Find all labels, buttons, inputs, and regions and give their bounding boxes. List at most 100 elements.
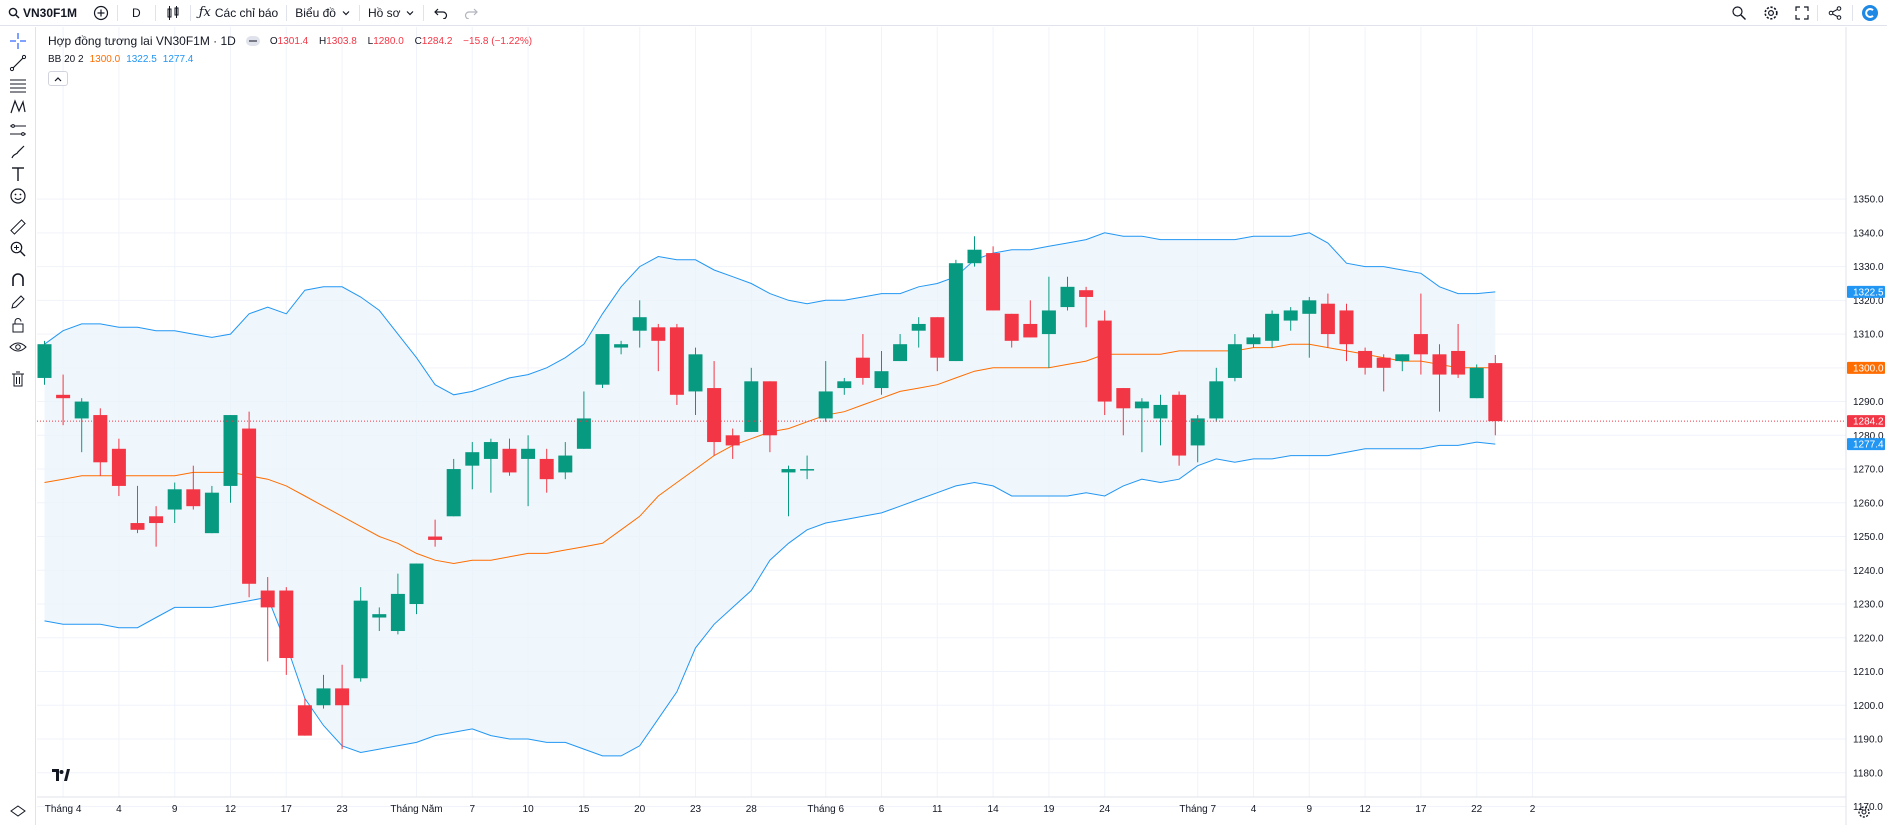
candle-body xyxy=(837,381,852,389)
candle-body xyxy=(911,323,926,331)
time-tick-label: 2 xyxy=(1530,804,1536,815)
compare-button[interactable] xyxy=(85,0,117,26)
candle xyxy=(1190,415,1205,463)
pattern-tool[interactable] xyxy=(8,97,28,117)
magnet-tool[interactable] xyxy=(8,270,28,290)
smiley-icon xyxy=(10,188,26,204)
plus-circle-icon xyxy=(93,5,109,20)
candle xyxy=(967,236,982,267)
candle-body xyxy=(1302,300,1317,314)
candle xyxy=(1413,293,1428,375)
candle xyxy=(1246,334,1261,348)
candle-body xyxy=(893,344,908,362)
redo-icon xyxy=(465,8,479,19)
indicators-button[interactable]: ƒx Các chỉ báo xyxy=(191,0,287,26)
quick-search-button[interactable] xyxy=(1723,0,1755,26)
candle-body xyxy=(595,334,610,385)
candle xyxy=(1358,347,1373,375)
candle-body xyxy=(297,705,312,736)
text-tool[interactable] xyxy=(8,164,28,184)
toolbar-divider xyxy=(117,4,119,21)
last-price-tag: 1284.2 xyxy=(1853,417,1884,428)
share-button[interactable] xyxy=(1818,0,1852,26)
object-tree-tool[interactable] xyxy=(8,802,28,822)
price-tick-label: 1180.0 xyxy=(1853,768,1883,779)
goto-settings-button[interactable] xyxy=(1857,805,1871,824)
zoom-tool[interactable] xyxy=(8,239,28,259)
chart-style-button[interactable] xyxy=(156,0,190,26)
candle xyxy=(297,698,312,736)
candle-body xyxy=(335,688,350,706)
candle xyxy=(632,300,647,348)
time-tick-label: 22 xyxy=(1471,804,1483,815)
legend-collapse-button[interactable] xyxy=(48,71,68,86)
prediction-tool[interactable] xyxy=(8,120,28,140)
ruler-lines-icon xyxy=(10,124,26,136)
time-tick-label: 4 xyxy=(1251,804,1257,815)
candle-body xyxy=(465,452,480,466)
gear-icon xyxy=(1764,6,1778,20)
candle-body xyxy=(409,563,424,605)
candle-body xyxy=(744,381,759,432)
stay-in-drawing-tool[interactable] xyxy=(8,292,28,312)
candle-body xyxy=(260,590,275,608)
legend-open: O1301.4 xyxy=(269,35,309,47)
candle xyxy=(1227,334,1242,382)
legend-options-button[interactable] xyxy=(245,36,260,46)
interval-button[interactable]: D xyxy=(118,0,155,26)
chart-legend: Hợp đồng tương lai VN30F1M · 1D O1301.4 … xyxy=(48,34,536,48)
candle-body xyxy=(1190,418,1205,446)
indicator-legend[interactable]: BB 20 2 1300.0 1322.5 1277.4 xyxy=(48,54,193,65)
fib-tool[interactable] xyxy=(8,75,28,95)
emoji-tool[interactable] xyxy=(8,186,28,206)
gear-icon xyxy=(1858,806,1870,818)
candle-body xyxy=(539,458,554,480)
lock-tool[interactable] xyxy=(8,315,28,335)
price-tick-label: 1310.0 xyxy=(1853,330,1884,341)
profile-menu-button[interactable]: Hồ sơ xyxy=(360,0,424,26)
candle xyxy=(186,465,201,510)
candle-body xyxy=(130,523,145,530)
zoom-in-icon xyxy=(10,241,26,257)
measure-tool[interactable] xyxy=(8,217,28,237)
candle-body xyxy=(186,489,201,507)
candle-body xyxy=(1339,310,1354,345)
candle-body xyxy=(1395,354,1410,362)
candle xyxy=(911,317,926,348)
candle xyxy=(893,334,908,362)
candle-body xyxy=(1097,320,1112,402)
price-tick-label: 1260.0 xyxy=(1853,498,1884,509)
candle-body xyxy=(1488,363,1503,422)
fib-lines-icon xyxy=(10,79,26,93)
candle-body xyxy=(688,354,703,392)
settings-button[interactable] xyxy=(1755,0,1787,26)
symbol-search[interactable]: VN30F1M xyxy=(0,0,85,26)
candle-body xyxy=(855,357,870,378)
trend-line-tool[interactable] xyxy=(8,53,28,73)
price-tick-label: 1340.0 xyxy=(1853,228,1884,239)
time-tick-label: 6 xyxy=(879,804,885,815)
candle-body xyxy=(1209,381,1224,419)
candle xyxy=(37,340,52,385)
brush-tool[interactable] xyxy=(8,142,28,162)
crosshair-tool[interactable] xyxy=(8,31,28,51)
redo-button[interactable] xyxy=(458,0,484,26)
bb-basis-tag-bg xyxy=(1847,361,1885,374)
price-tick-label: 1290.0 xyxy=(1853,397,1884,408)
candle xyxy=(1265,310,1280,348)
chart-menu-button[interactable]: Biểu đồ xyxy=(287,0,359,26)
hide-tool[interactable] xyxy=(8,337,28,357)
top-toolbar: VN30F1M D ƒx Các chỉ báo Biểu đồ Hồ sơ xyxy=(0,0,1887,26)
fullscreen-button[interactable] xyxy=(1787,0,1817,26)
candle xyxy=(1079,286,1094,328)
remove-drawings-tool[interactable] xyxy=(8,369,28,389)
crosshair-icon xyxy=(10,33,26,49)
candle-body xyxy=(1265,313,1280,341)
candle-body xyxy=(781,469,796,473)
bb-basis-tag: 1300.0 xyxy=(1853,363,1884,374)
candle-body xyxy=(1172,394,1187,456)
time-tick-label: 10 xyxy=(523,804,535,815)
undo-button[interactable] xyxy=(424,0,458,26)
candle xyxy=(242,411,257,598)
